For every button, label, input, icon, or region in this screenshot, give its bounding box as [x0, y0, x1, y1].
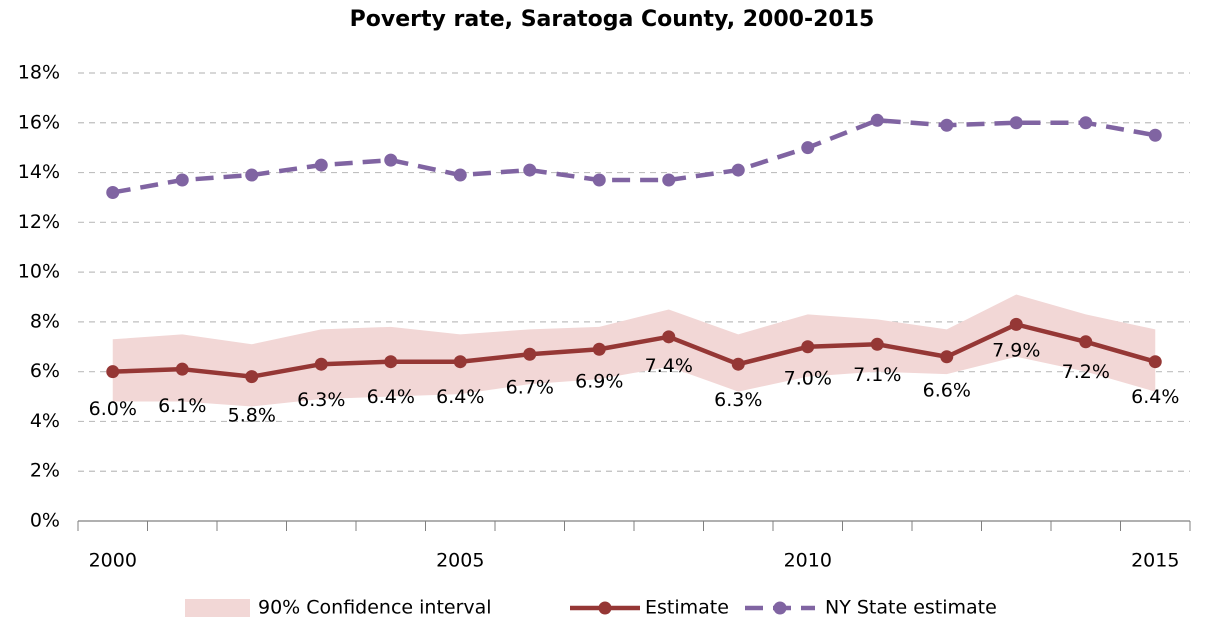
y-tick-label: 4%	[30, 410, 60, 432]
data-point	[106, 185, 120, 199]
chart-title: Poverty rate, Saratoga County, 2000-2015	[350, 7, 875, 32]
data-point	[1009, 116, 1023, 130]
data-label: 6.4%	[436, 386, 484, 408]
confidence-band	[112, 294, 1156, 407]
data-label: 7.9%	[992, 339, 1040, 361]
data-point	[870, 113, 884, 127]
data-point	[523, 347, 537, 361]
data-point	[106, 365, 120, 379]
data-point	[592, 173, 606, 187]
y-tick-label: 0%	[30, 510, 60, 532]
data-point	[245, 370, 259, 384]
y-tick-label: 12%	[18, 211, 60, 233]
data-point	[1009, 317, 1023, 331]
data-label: 7.1%	[853, 364, 901, 386]
legend-marker	[773, 601, 787, 615]
data-label: 5.8%	[228, 404, 276, 426]
data-point	[453, 168, 467, 182]
legend-label: NY State estimate	[825, 597, 997, 619]
data-point	[870, 337, 884, 351]
y-tick-label: 10%	[18, 261, 60, 283]
series-line	[112, 118, 1156, 195]
y-tick-label: 14%	[18, 161, 60, 183]
data-label: 6.3%	[714, 389, 762, 411]
x-tick-label: 2000	[89, 550, 137, 572]
data-point	[662, 330, 676, 344]
data-point	[384, 355, 398, 369]
legend-marker	[598, 601, 612, 615]
data-point	[592, 342, 606, 356]
data-label: 7.0%	[784, 367, 832, 389]
y-tick-label: 16%	[18, 111, 60, 133]
data-point	[384, 153, 398, 167]
x-tick-label: 2005	[436, 550, 484, 572]
data-label: 6.4%	[1131, 386, 1179, 408]
data-point	[731, 163, 745, 177]
data-label: 6.3%	[297, 389, 345, 411]
legend-label: Estimate	[645, 597, 729, 619]
y-tick-label: 8%	[30, 310, 60, 332]
x-tick-label: 2010	[784, 550, 832, 572]
legend-swatch	[185, 599, 250, 617]
data-point	[453, 355, 467, 369]
data-label: 6.6%	[923, 380, 971, 402]
data-point	[175, 362, 189, 376]
data-point	[801, 141, 815, 155]
y-tick-label: 18%	[18, 62, 60, 84]
data-point	[731, 357, 745, 371]
y-tick-label: 6%	[30, 360, 60, 382]
data-label: 7.4%	[645, 355, 693, 377]
data-label: 6.7%	[506, 377, 554, 399]
data-point	[523, 163, 537, 177]
legend-label: 90% Confidence interval	[258, 597, 492, 619]
data-point	[1148, 128, 1162, 142]
data-point	[314, 158, 328, 172]
data-label: 7.2%	[1062, 361, 1110, 383]
data-label: 6.9%	[575, 370, 623, 392]
y-tick-label: 2%	[30, 460, 60, 482]
data-point	[940, 118, 954, 132]
series-line	[112, 322, 1156, 379]
data-point	[1148, 355, 1162, 369]
x-tick-label: 2015	[1131, 550, 1179, 572]
data-label: 6.1%	[158, 395, 206, 417]
data-label: 6.4%	[367, 386, 415, 408]
data-point	[175, 173, 189, 187]
data-point	[1079, 116, 1093, 130]
data-point	[940, 350, 954, 364]
data-point	[1079, 335, 1093, 349]
data-point	[314, 357, 328, 371]
data-point	[801, 340, 815, 354]
data-point	[662, 173, 676, 187]
data-point	[245, 168, 259, 182]
data-label: 6.0%	[89, 398, 137, 420]
